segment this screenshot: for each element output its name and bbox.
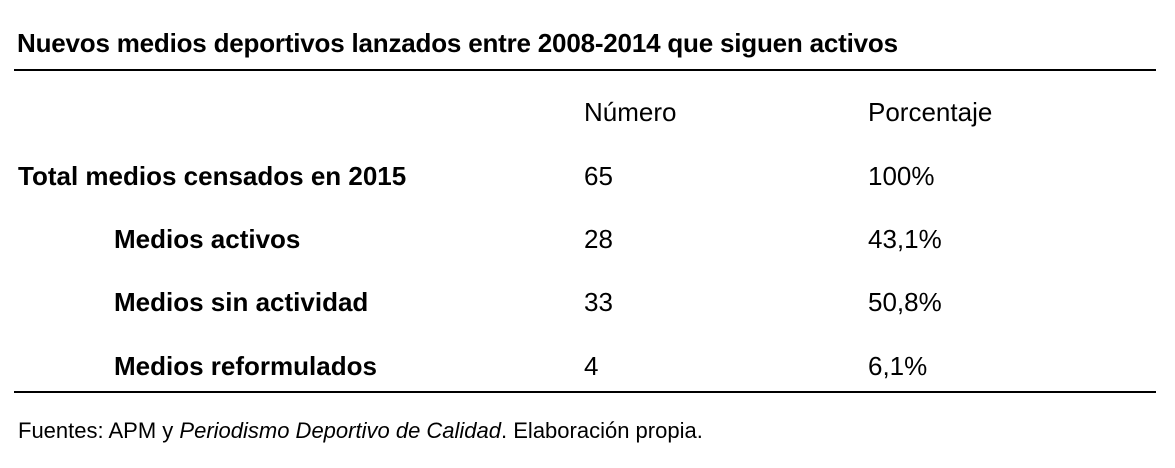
row-reformulated-label: Medios reformulados (114, 351, 377, 381)
top-rule (14, 69, 1156, 71)
header-percent: Porcentaje (868, 97, 993, 127)
table-title: Nuevos medios deportivos lanzados entre … (17, 28, 898, 58)
source-suffix: . Elaboración propia. (501, 418, 703, 443)
row-active-label: Medios activos (114, 224, 301, 254)
source-publication: Periodismo Deportivo de Calidad (179, 418, 502, 443)
row-total-percent: 100% (868, 161, 935, 191)
bottom-rule (14, 391, 1156, 393)
row-active-number: 28 (584, 224, 613, 254)
row-inactive-label: Medios sin actividad (114, 287, 369, 317)
row-total-label: Total medios censados en 2015 (18, 161, 407, 191)
row-active-percent: 43,1% (868, 224, 942, 254)
row-inactive-number: 33 (584, 287, 613, 317)
row-reformulated-number: 4 (584, 351, 599, 381)
row-inactive-percent: 50,8% (868, 287, 942, 317)
source-prefix: Fuentes: APM y (18, 418, 180, 443)
source-note: Fuentes: APM y Periodismo Deportivo de C… (18, 416, 703, 446)
header-number: Número (584, 97, 677, 127)
row-total-number: 65 (584, 161, 613, 191)
row-reformulated-percent: 6,1% (868, 351, 928, 381)
